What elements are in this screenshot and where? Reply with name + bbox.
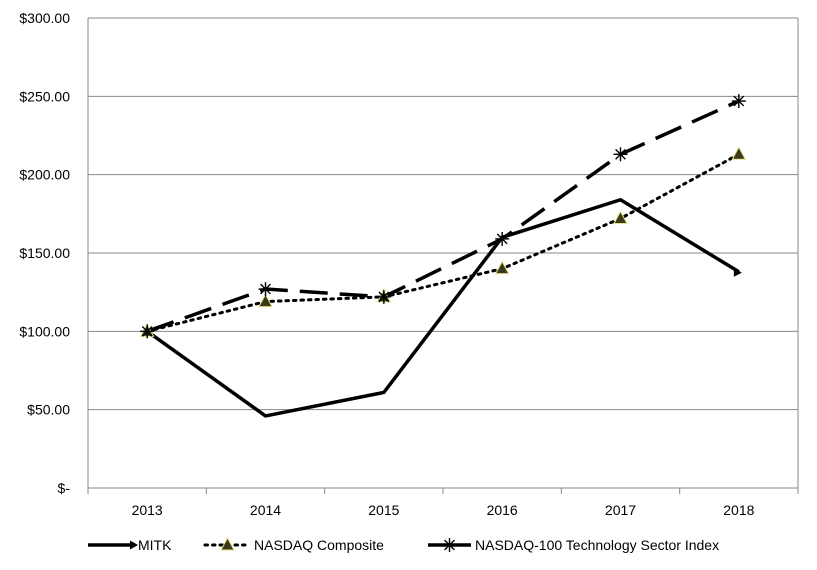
data-point-triangle	[494, 260, 510, 275]
x-tick-label: 2013	[132, 502, 163, 518]
data-point-end	[733, 267, 742, 277]
data-point-asterisk	[495, 231, 510, 246]
series-markers	[139, 94, 747, 339]
axes	[87, 18, 799, 494]
x-tick-label: 2014	[250, 502, 281, 518]
y-tick-label: $150.00	[19, 245, 70, 261]
gridlines	[88, 17, 798, 489]
data-point-asterisk	[731, 94, 746, 109]
y-tick-label: $300.00	[19, 10, 70, 26]
y-tick-label: $-	[58, 480, 71, 496]
series-line-nasdaq-composite	[145, 152, 741, 333]
legend-swatch-marker	[130, 540, 138, 550]
legend-label: NASDAQ-100 Technology Sector Index	[475, 537, 719, 553]
data-point-triangle	[731, 146, 747, 160]
data-point-asterisk	[613, 147, 628, 162]
y-tick-label: $50.00	[27, 402, 70, 418]
x-tick-label: 2015	[368, 502, 399, 518]
legend-swatch-marker	[220, 536, 235, 551]
legend-item: MITK	[88, 537, 172, 553]
legend-item: NASDAQ-100 Technology Sector Index	[428, 537, 719, 553]
data-point-asterisk	[258, 282, 273, 297]
x-tick-label: 2017	[605, 502, 636, 518]
x-tick-label: 2018	[723, 502, 754, 518]
legend-label: NASDAQ Composite	[254, 537, 384, 553]
legend: MITK NASDAQ Composite NASDAQ-100 Technolog…	[88, 536, 719, 553]
x-axis-tick-labels: 2013 2014 2015 2016 2017 2018	[132, 502, 755, 518]
y-axis-tick-labels: $- $50.00 $100.00 $150.00 $200.00 $250.00 $300…	[19, 10, 70, 496]
y-tick-label: $250.00	[19, 88, 70, 104]
data-point-asterisk	[376, 289, 391, 304]
legend-item: NASDAQ Composite	[203, 536, 384, 553]
data-point-triangle	[258, 293, 273, 308]
series-line-mitk	[146, 197, 740, 418]
series-lines	[145, 99, 741, 418]
legend-label: MITK	[138, 537, 172, 553]
x-tick-label: 2016	[487, 502, 518, 518]
series-line-nasdaq-100-technology-sector-index	[146, 99, 740, 333]
y-tick-label: $100.00	[19, 323, 70, 339]
data-point-asterisk	[140, 324, 155, 339]
legend-swatch-marker	[442, 538, 457, 552]
data-point-triangle	[613, 210, 628, 225]
y-tick-label: $200.00	[19, 167, 70, 183]
